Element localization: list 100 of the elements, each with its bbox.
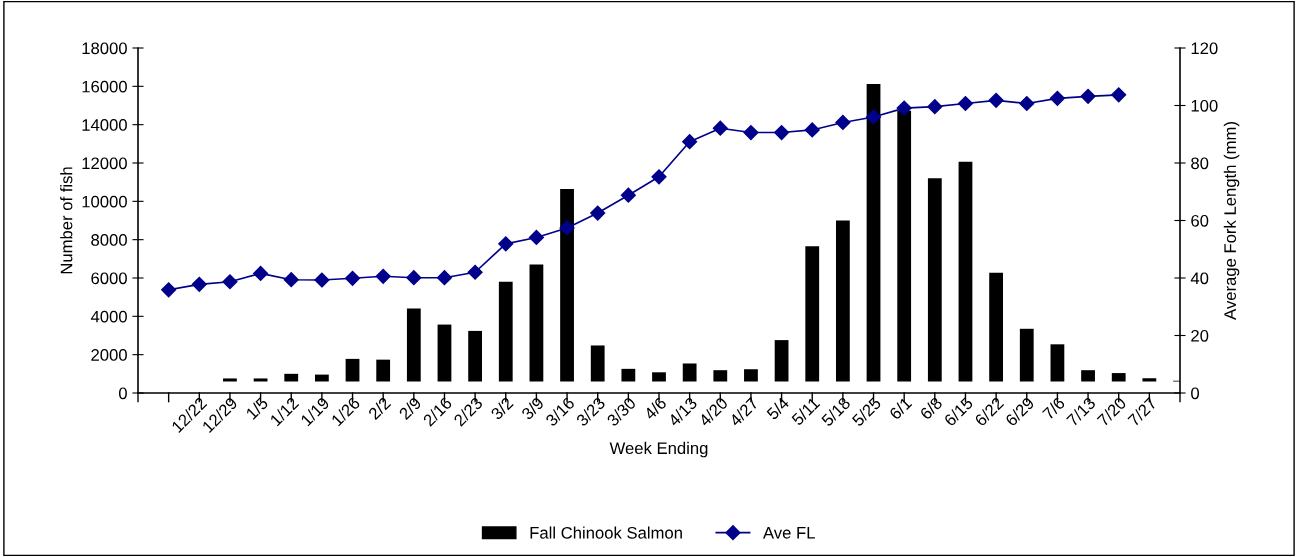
point <box>682 134 698 150</box>
bar <box>958 161 973 382</box>
y2-tick-label: 120 <box>1191 42 1218 55</box>
point <box>743 124 759 141</box>
point <box>253 265 269 281</box>
y2-tick-label: 100 <box>1191 99 1218 112</box>
bar <box>805 246 820 382</box>
bar <box>621 368 636 382</box>
point <box>896 100 912 116</box>
point <box>712 120 728 136</box>
bar <box>345 358 360 382</box>
bar <box>1019 328 1034 382</box>
bar <box>989 272 1004 382</box>
y-tick-label: 18000 <box>82 42 127 55</box>
x-tick-label: 5/18 <box>820 396 852 427</box>
y-tick-label: 0 <box>118 387 127 400</box>
y-tick-label: 8000 <box>91 234 127 246</box>
point <box>927 99 943 115</box>
x-tick-label: 3/16 <box>544 396 576 427</box>
x-tick-label: 5/11 <box>790 396 821 427</box>
bar <box>866 84 881 382</box>
x-tick-label: 1/5 <box>245 396 269 420</box>
y2-tick-label: 80 <box>1191 157 1209 170</box>
y2-tick-label: 0 <box>1191 387 1200 400</box>
x-tick-label: 6/22 <box>973 396 1005 427</box>
y2-tick-label: 60 <box>1191 214 1209 227</box>
point <box>804 122 820 138</box>
point <box>774 124 790 141</box>
x-tick-label: 1/19 <box>299 396 330 427</box>
bar <box>468 330 483 382</box>
x-tick-label: 6/1 <box>888 396 913 421</box>
y-axis-title: Number of fish <box>60 167 73 274</box>
x-tick-label: 1/26 <box>330 396 361 427</box>
y2-axis-title: Average Fork Length (mm) <box>1223 122 1240 320</box>
point <box>528 229 544 246</box>
x-tick-label: 3/2 <box>489 396 514 421</box>
x-tick-label: 6/15 <box>943 396 974 427</box>
point <box>314 272 330 288</box>
point <box>498 236 514 252</box>
point <box>957 95 974 112</box>
point <box>1080 88 1096 104</box>
point <box>406 270 422 286</box>
point <box>375 268 391 284</box>
bar <box>744 369 758 382</box>
x-tick-label: 4/6 <box>642 396 668 421</box>
bar <box>1142 378 1157 382</box>
x-tick-label: 7/13 <box>1065 396 1097 427</box>
y-tick-label: 4000 <box>90 310 127 323</box>
x-tick-label: 1/12 <box>269 396 300 427</box>
bar <box>713 370 728 382</box>
bar <box>927 178 942 382</box>
x-tick-label: 2/2 <box>367 396 392 421</box>
point <box>191 276 207 292</box>
y-tick-label: 2000 <box>91 349 127 361</box>
x-tick-label: 3/23 <box>575 396 606 427</box>
point <box>161 282 177 298</box>
x-tick-label: 4/27 <box>728 396 760 428</box>
x-tick-label: 7/27 <box>1127 396 1158 427</box>
point <box>344 270 361 286</box>
point <box>620 187 636 203</box>
x-tick-label: 4/13 <box>666 396 698 428</box>
point <box>590 205 606 221</box>
x-axis-title: Week Ending <box>609 441 708 458</box>
bar <box>253 378 268 382</box>
point <box>559 220 575 236</box>
x-tick-label: 2/9 <box>398 396 422 421</box>
bar <box>1111 373 1126 382</box>
point <box>988 92 1004 108</box>
bar <box>1081 370 1095 382</box>
y-tick-label: 16000 <box>82 80 127 93</box>
point <box>436 270 453 286</box>
bar <box>284 373 299 382</box>
point <box>1111 87 1127 103</box>
x-tick-label: 5/4 <box>765 396 790 421</box>
bar <box>590 345 605 382</box>
y-tick-label: 14000 <box>82 119 127 131</box>
y2-tick-label: 20 <box>1191 329 1209 342</box>
bar <box>223 378 237 382</box>
point <box>1049 90 1065 106</box>
point <box>1019 95 1035 112</box>
bar <box>1050 344 1065 382</box>
bar <box>835 220 850 382</box>
bar <box>897 110 912 382</box>
x-tick-label: 7/6 <box>1041 396 1066 421</box>
bar <box>652 372 666 382</box>
x-tick-label: 7/20 <box>1096 396 1127 427</box>
x-tick-label: 6/8 <box>919 396 943 421</box>
x-tick-label: 4/20 <box>697 396 729 428</box>
bar <box>682 363 697 382</box>
x-tick-label: 6/29 <box>1004 396 1035 427</box>
legend-label: Ave FL <box>763 527 815 539</box>
point <box>651 169 667 185</box>
bar <box>560 188 574 382</box>
x-tick-label: 3/30 <box>605 396 637 427</box>
legend-label: Fall Chinook Salmon <box>530 526 682 539</box>
bar <box>376 359 391 382</box>
point <box>283 272 299 288</box>
bar <box>437 324 452 382</box>
y-tick-label: 10000 <box>82 195 127 208</box>
point <box>835 114 851 131</box>
